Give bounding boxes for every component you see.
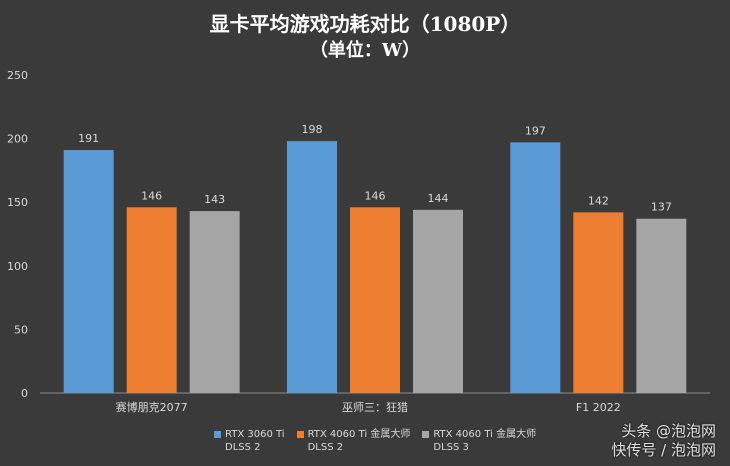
data-label: 146 bbox=[365, 189, 386, 202]
legend-label-3-line2: DLSS 3 bbox=[433, 442, 469, 453]
bar bbox=[126, 207, 177, 393]
legend-swatch-1 bbox=[214, 431, 221, 438]
x-tick-label: 巫师三：狂猎 bbox=[342, 400, 408, 414]
legend: RTX 3060 Ti DLSS 2 RTX 4060 Ti 金属大师 DLSS… bbox=[214, 428, 536, 454]
legend-swatch-2 bbox=[296, 431, 304, 438]
legend-item-3: RTX 4060 Ti 金属大师 DLSS 3 bbox=[422, 428, 536, 454]
bar bbox=[573, 212, 624, 393]
bar bbox=[510, 142, 561, 393]
data-label: 197 bbox=[525, 124, 546, 137]
bar bbox=[413, 209, 463, 393]
data-label: 146 bbox=[141, 189, 162, 202]
bar bbox=[189, 211, 240, 393]
y-tick-label: 50 bbox=[14, 323, 28, 336]
data-label: 137 bbox=[651, 201, 672, 214]
legend-swatch-3 bbox=[422, 431, 430, 438]
chart-subtitle: （单位：W） bbox=[309, 40, 421, 61]
data-label: 198 bbox=[302, 123, 323, 136]
y-tick-label: 200 bbox=[7, 133, 28, 146]
data-label: 191 bbox=[78, 132, 99, 145]
y-tick-label: 250 bbox=[7, 69, 28, 82]
y-tick-label: 150 bbox=[7, 196, 28, 209]
x-tick-label: F1 2022 bbox=[576, 401, 621, 414]
chart-title: 显卡平均游戏功耗对比（1080P） bbox=[209, 12, 521, 36]
watermark-line2: 快传号 / 泡泡网 bbox=[611, 441, 716, 459]
legend-label-2-line2: DLSS 2 bbox=[307, 442, 344, 453]
y-tick-label: 100 bbox=[7, 260, 28, 273]
legend-label-1-line2: DLSS 2 bbox=[225, 442, 261, 453]
bar bbox=[350, 207, 400, 393]
data-label: 143 bbox=[204, 193, 225, 206]
legend-item-1: RTX 3060 Ti DLSS 2 bbox=[214, 428, 285, 454]
legend-item-2: RTX 4060 Ti 金属大师 DLSS 2 bbox=[296, 428, 411, 454]
x-tick-label: 赛博朋克2077 bbox=[116, 400, 188, 414]
legend-label-3-line1: RTX 4060 Ti 金属大师 bbox=[433, 429, 537, 440]
legend-label-1-line1: RTX 3060 Ti bbox=[225, 429, 285, 440]
bar bbox=[63, 150, 114, 393]
watermark: 头条 @泡泡网 快传号 / 泡泡网 bbox=[611, 422, 716, 460]
legend-label-2: RTX 4060 Ti 金属大师 DLSS 2 bbox=[308, 428, 411, 454]
y-tick-label: 0 bbox=[21, 387, 28, 400]
legend-label-1: RTX 3060 Ti DLSS 2 bbox=[225, 428, 285, 454]
bar bbox=[636, 218, 687, 393]
legend-label-3: RTX 4060 Ti 金属大师 DLSS 3 bbox=[433, 428, 536, 454]
data-label: 144 bbox=[428, 192, 449, 205]
data-label: 142 bbox=[588, 194, 609, 207]
bar bbox=[287, 141, 337, 393]
legend-label-2-line1: RTX 4060 Ti 金属大师 bbox=[307, 429, 411, 440]
watermark-line1: 头条 @泡泡网 bbox=[621, 422, 716, 440]
